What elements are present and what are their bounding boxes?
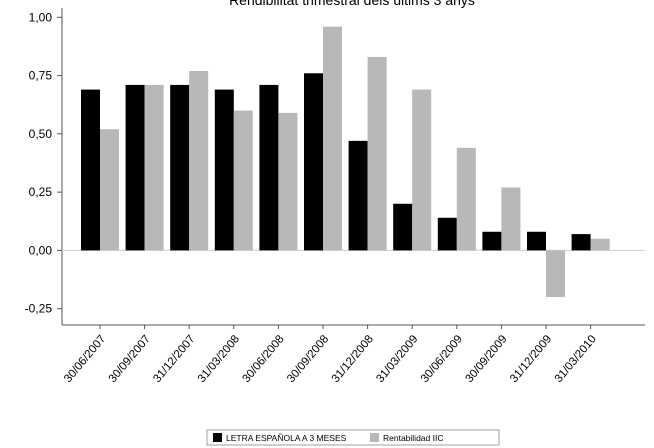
bar-letra [170,84,190,251]
plot-area: -0,250,000,250,500,751,0030/06/200730/09… [25,8,645,385]
x-tick-label: 31/03/2010 [553,333,599,385]
x-tick-label: 31/12/2008 [330,333,376,385]
legend: LETRA ESPAÑOLA A 3 MESES Rentabilidad IIC [206,429,500,446]
x-tick-label: 31/03/2009 [374,333,420,385]
bar-letra [214,89,234,251]
bar-rentabilidad [412,89,432,251]
bar-rentabilidad [144,84,164,251]
bar-rentabilidad [456,147,476,251]
y-tick-label: 0,00 [29,243,53,257]
x-tick-label: 31/12/2009 [508,333,554,385]
bar-rentabilidad [100,129,119,251]
bar-rentabilidad [278,112,298,251]
y-tick-label: 0,75 [29,69,53,83]
legend-swatch [370,433,379,442]
bar-letra [125,84,145,251]
bar-letra [482,231,502,251]
x-tick-label: 30/09/2007 [107,333,153,385]
bar-rentabilidad [367,56,387,251]
x-tick-label: 31/03/2008 [196,333,242,385]
bar-letra [259,84,279,251]
x-tick-label: 30/06/2008 [241,333,287,385]
y-tick-label: 0,25 [29,185,53,199]
bar-rentabilidad [501,187,521,251]
x-tick-label: 30/09/2009 [464,333,510,385]
y-tick-label: 0,50 [29,127,53,141]
bar-letra [304,73,323,251]
x-tick-label: 31/12/2007 [151,333,197,385]
bar-letra [437,217,457,251]
y-tick-label: 1,00 [29,10,53,24]
bar-rentabilidad [233,110,253,251]
x-tick-label: 30/09/2008 [285,333,331,385]
bar-letra [81,89,100,251]
y-tick-label: -0,25 [25,302,53,316]
legend-label: LETRA ESPAÑOLA A 3 MESES [226,433,347,443]
bar-rentabilidad [189,70,209,251]
legend-swatch [213,433,222,442]
x-tick-label: 30/06/2009 [419,333,465,385]
x-tick-label: 30/06/2007 [62,333,108,385]
bar-rentabilidad [323,26,342,251]
bar-letra [348,140,368,251]
chart-title: Rendibilitat trimestral dels últims 3 an… [229,0,475,8]
legend-box [206,429,500,446]
bar-letra [527,231,546,251]
bar-rentabilidad [590,238,610,251]
bar-rentabilidad [546,250,565,298]
bar-letra [393,203,413,251]
bar-letra [571,234,591,251]
legend-label: Rentabilidad IIC [383,433,443,443]
